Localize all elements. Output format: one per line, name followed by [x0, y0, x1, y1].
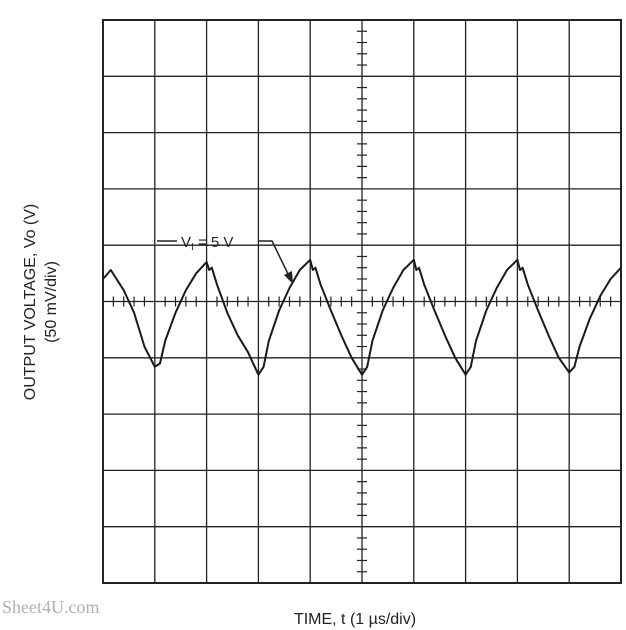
annotation-arrowhead: [284, 271, 293, 284]
watermark: Sheet4U.com: [2, 597, 99, 617]
y-axis-label: OUTPUT VOLTAGE, Vo (V): [22, 204, 39, 400]
vi-annotation: VI = 5 V: [157, 234, 293, 284]
x-axis-label: TIME, t (1 µs/div): [294, 611, 416, 628]
y-axis-scale-label: (50 mV/div): [43, 261, 60, 343]
annotation-label: VI = 5 V: [181, 234, 233, 253]
annotation-leader-arrow: [258, 240, 290, 277]
waveform-trace: [102, 258, 622, 376]
plot-frame: [102, 19, 622, 584]
center-axis-ticks: [112, 30, 612, 573]
